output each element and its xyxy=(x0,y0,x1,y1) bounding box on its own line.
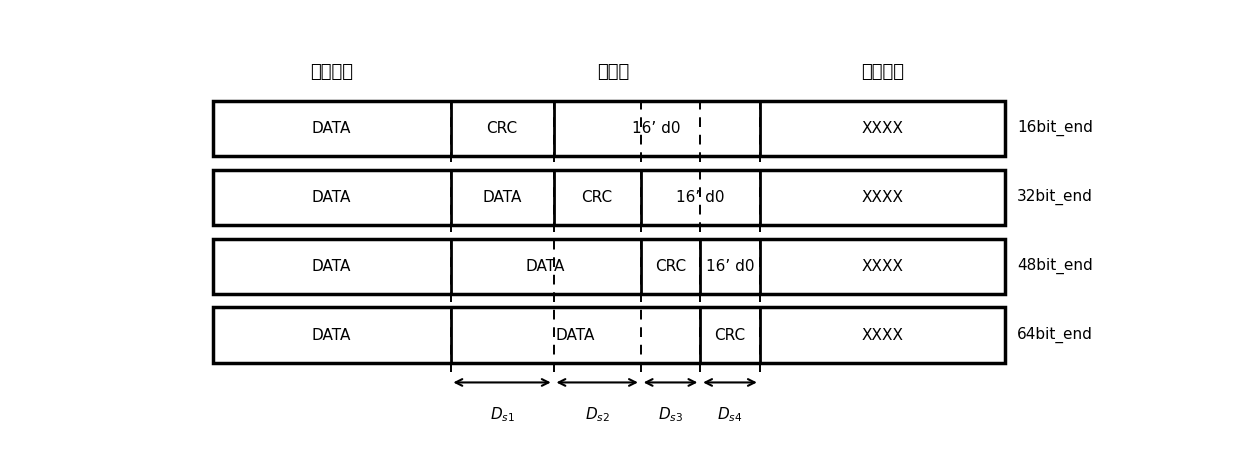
Text: 16’ d0: 16’ d0 xyxy=(632,121,681,136)
Text: 64bit_end: 64bit_end xyxy=(1017,327,1092,343)
Bar xyxy=(213,170,1006,225)
Text: DATA: DATA xyxy=(312,190,351,205)
Text: 上一周期: 上一周期 xyxy=(310,64,353,81)
Text: 16’ d0: 16’ d0 xyxy=(676,190,724,205)
Bar xyxy=(213,308,1006,363)
Text: $D_{s3}$: $D_{s3}$ xyxy=(658,405,683,424)
Text: XXXX: XXXX xyxy=(862,328,904,343)
Text: DATA: DATA xyxy=(526,259,565,274)
Bar xyxy=(213,101,1006,156)
Text: CRC: CRC xyxy=(582,190,613,205)
Text: DATA: DATA xyxy=(312,259,351,274)
Text: DATA: DATA xyxy=(556,328,595,343)
Text: XXXX: XXXX xyxy=(862,121,904,136)
Text: DATA: DATA xyxy=(312,121,351,136)
Text: XXXX: XXXX xyxy=(862,190,904,205)
Text: CRC: CRC xyxy=(655,259,686,274)
Text: $D_{s1}$: $D_{s1}$ xyxy=(490,405,515,424)
Text: 48bit_end: 48bit_end xyxy=(1017,258,1092,274)
Text: XXXX: XXXX xyxy=(862,259,904,274)
Text: CRC: CRC xyxy=(486,121,517,136)
Text: DATA: DATA xyxy=(482,190,522,205)
Text: 本周期: 本周期 xyxy=(596,64,629,81)
Bar xyxy=(213,239,1006,294)
Text: 下一周期: 下一周期 xyxy=(861,64,904,81)
Text: $D_{s2}$: $D_{s2}$ xyxy=(585,405,610,424)
Text: DATA: DATA xyxy=(312,328,351,343)
Text: 32bit_end: 32bit_end xyxy=(1017,189,1092,206)
Text: CRC: CRC xyxy=(714,328,745,343)
Text: $D_{s4}$: $D_{s4}$ xyxy=(717,405,743,424)
Text: 16bit_end: 16bit_end xyxy=(1017,120,1092,137)
Text: 16’ d0: 16’ d0 xyxy=(706,259,754,274)
